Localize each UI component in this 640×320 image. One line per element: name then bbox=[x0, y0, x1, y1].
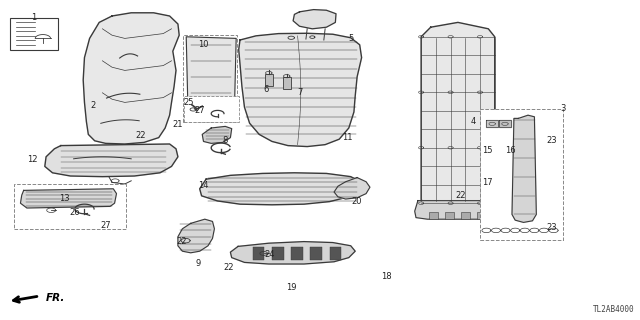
Polygon shape bbox=[45, 144, 178, 177]
Text: 4: 4 bbox=[471, 117, 476, 126]
Text: 22: 22 bbox=[456, 191, 466, 200]
Text: 16: 16 bbox=[505, 146, 515, 155]
Text: 15: 15 bbox=[483, 146, 493, 155]
Text: 13: 13 bbox=[59, 194, 69, 203]
Bar bbox=[477, 212, 486, 219]
Bar bbox=[445, 212, 454, 219]
Bar bbox=[183, 35, 237, 122]
Polygon shape bbox=[178, 219, 214, 253]
Bar bbox=[253, 247, 264, 260]
Polygon shape bbox=[512, 115, 536, 222]
Text: 26: 26 bbox=[70, 208, 80, 217]
Text: 25: 25 bbox=[184, 98, 194, 107]
Text: 23: 23 bbox=[547, 223, 557, 232]
Polygon shape bbox=[293, 10, 336, 29]
Text: 10: 10 bbox=[198, 40, 209, 49]
Text: 22: 22 bbox=[177, 237, 187, 246]
Polygon shape bbox=[421, 22, 495, 203]
Text: 3: 3 bbox=[561, 104, 566, 113]
Bar bbox=[14, 184, 126, 229]
Text: 9: 9 bbox=[196, 260, 201, 268]
Text: 7: 7 bbox=[297, 88, 302, 97]
Text: 27: 27 bbox=[195, 106, 205, 115]
Text: 21: 21 bbox=[173, 120, 183, 129]
Text: 6: 6 bbox=[263, 85, 268, 94]
Text: 23: 23 bbox=[547, 136, 557, 145]
Text: 1: 1 bbox=[31, 13, 36, 22]
Bar bbox=[429, 212, 438, 219]
Bar bbox=[330, 247, 341, 260]
Bar bbox=[184, 96, 239, 122]
Text: 20: 20 bbox=[352, 197, 362, 206]
Bar bbox=[461, 212, 470, 219]
Bar bbox=[480, 109, 563, 240]
Polygon shape bbox=[186, 37, 236, 118]
Bar bbox=[265, 74, 273, 86]
Text: FR.: FR. bbox=[46, 293, 65, 303]
Text: 24: 24 bbox=[265, 250, 275, 259]
Polygon shape bbox=[83, 13, 179, 144]
Bar bbox=[310, 247, 322, 260]
Polygon shape bbox=[499, 120, 511, 127]
Text: 22: 22 bbox=[224, 263, 234, 272]
Text: 5: 5 bbox=[348, 34, 353, 43]
Text: 17: 17 bbox=[483, 178, 493, 187]
Bar bbox=[283, 77, 291, 89]
Polygon shape bbox=[415, 201, 500, 219]
Text: 18: 18 bbox=[381, 272, 392, 281]
Text: TL2AB4000: TL2AB4000 bbox=[593, 305, 635, 314]
Polygon shape bbox=[230, 242, 355, 264]
Polygon shape bbox=[334, 178, 370, 199]
Bar bbox=[272, 247, 284, 260]
Text: 2: 2 bbox=[90, 101, 95, 110]
Bar bbox=[291, 247, 303, 260]
Polygon shape bbox=[200, 173, 362, 205]
Bar bbox=[10, 18, 58, 50]
Text: 8: 8 bbox=[223, 136, 228, 145]
Polygon shape bbox=[202, 126, 232, 143]
Text: 19: 19 bbox=[287, 284, 297, 292]
Text: 22: 22 bbox=[136, 132, 146, 140]
Text: 14: 14 bbox=[198, 181, 208, 190]
Polygon shape bbox=[486, 120, 498, 127]
Text: 12: 12 bbox=[27, 156, 37, 164]
Polygon shape bbox=[239, 33, 362, 147]
Polygon shape bbox=[20, 189, 116, 208]
Text: 11: 11 bbox=[342, 133, 353, 142]
Text: 27: 27 bbox=[100, 221, 111, 230]
